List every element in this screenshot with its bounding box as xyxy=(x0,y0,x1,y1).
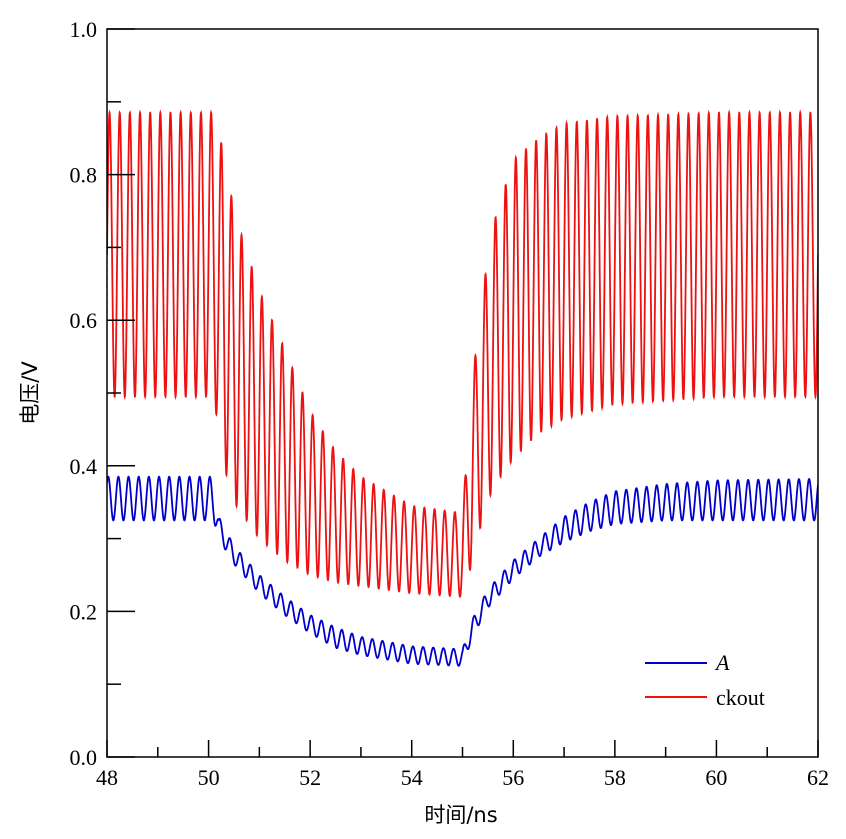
ticks-layer xyxy=(106,28,819,758)
y-tick-label: 0.8 xyxy=(70,163,98,188)
series-line-A xyxy=(107,475,818,667)
x-axis-title: 时间/ns xyxy=(424,803,497,827)
x-tick-label: 60 xyxy=(705,765,727,790)
y-tick-label: 0.4 xyxy=(70,454,98,479)
x-tick-label: 48 xyxy=(96,765,118,790)
series-layer xyxy=(107,109,818,667)
x-tick-label: 56 xyxy=(502,765,524,790)
x-tick-label: 52 xyxy=(299,765,321,790)
legend-label-A: A xyxy=(714,650,730,675)
x-tick-label: 54 xyxy=(401,765,423,790)
y-tick-label: 1.0 xyxy=(70,17,98,42)
tick-labels-layer: 48 50 52 54 56 58 60 62 0.0 0.2 0.4 0.6 0.8 1.0 xyxy=(70,17,830,790)
y-axis-title: 电压/V xyxy=(18,361,42,425)
x-tick-label: 62 xyxy=(807,765,829,790)
series-line-ckout xyxy=(107,109,818,598)
legend-label-ckout: ckout xyxy=(716,685,765,710)
x-tick-label: 50 xyxy=(198,765,220,790)
legend: A ckout xyxy=(645,650,765,710)
y-tick-label: 0.6 xyxy=(70,308,98,333)
x-tick-label: 58 xyxy=(604,765,626,790)
y-tick-label: 0.2 xyxy=(70,599,98,624)
y-tick-label: 0.0 xyxy=(70,745,98,770)
